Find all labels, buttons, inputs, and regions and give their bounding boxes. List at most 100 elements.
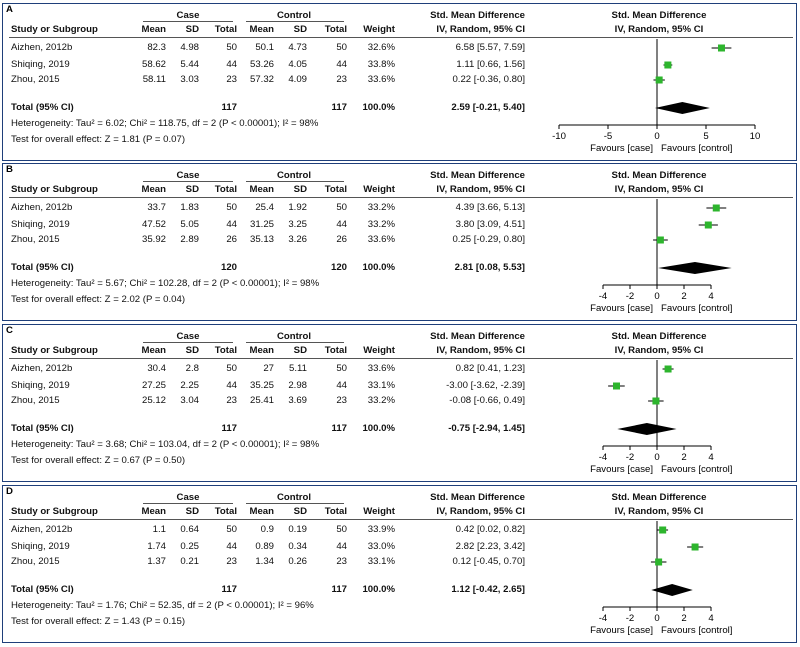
control-sd-cell: 4.73 [288, 42, 307, 53]
weight-cell: 33.8% [367, 59, 395, 70]
study-column-header: Study or Subgroup [11, 184, 98, 195]
case-sd-cell: 3.04 [180, 395, 199, 406]
study-name: Shiqing, 2019 [11, 380, 70, 391]
x-tick-label: 4 [708, 291, 714, 302]
total-label: Total (95% CI) [11, 423, 74, 434]
total-ci: 1.12 [-0.42, 2.65] [451, 584, 525, 595]
control-sd-cell: 4.05 [288, 59, 307, 70]
case-mean-cell: 1.1 [152, 524, 166, 535]
favours-control-label: Favours [control] [661, 464, 732, 475]
weight-cell: 33.1% [367, 380, 395, 391]
overall-effect-text: Test for overall effect: Z = 0.67 (P = 0… [11, 455, 186, 466]
control-mean-cell: 35.13 [249, 234, 274, 245]
total-control-total: 117 [331, 584, 347, 595]
panel-letter: A [6, 4, 13, 15]
x-tick-label: 0 [654, 131, 659, 142]
study-name: Zhou, 2015 [11, 74, 60, 85]
control-sd-header: SD [293, 24, 307, 35]
case-total-header: Total [214, 345, 237, 356]
plot-header-title: Std. Mean Difference [611, 331, 707, 342]
x-tick-label: 0 [654, 613, 659, 624]
case-total-header: Total [214, 24, 237, 35]
case-total-cell: 26 [226, 234, 237, 245]
weight-cell: 33.1% [367, 556, 395, 567]
total-case-total: 120 [220, 262, 237, 273]
study-point [613, 382, 620, 390]
study-point [656, 236, 664, 244]
control-mean-cell: 25.41 [249, 395, 274, 406]
header-rule [9, 197, 525, 198]
smd-ci-cell: 3.80 [3.09, 4.51] [455, 219, 525, 230]
x-tick-label: 0 [654, 291, 659, 302]
control-total-cell: 44 [336, 380, 347, 391]
smd-header-sub: IV, Random, 95% CI [436, 184, 525, 195]
header-rule [9, 37, 525, 38]
control-total-header: Total [324, 506, 347, 517]
smd-header-sub: IV, Random, 95% CI [436, 24, 525, 35]
control-mean-cell: 27 [263, 363, 274, 374]
x-tick-label: 10 [750, 131, 761, 142]
control-mean-cell: 50.1 [255, 42, 274, 53]
control-sd-header: SD [293, 506, 307, 517]
total-case-total: 117 [221, 423, 237, 434]
case-total-cell: 50 [226, 524, 237, 535]
x-tick-label: 2 [681, 291, 686, 302]
study-point [712, 204, 720, 212]
control-total-cell: 50 [336, 363, 347, 374]
control-mean-cell: 53.26 [249, 59, 274, 70]
study-name: Shiqing, 2019 [11, 219, 70, 230]
case-group-header: Case [176, 10, 200, 21]
study-name: Zhou, 2015 [11, 556, 60, 567]
plot-header-rule [525, 197, 793, 198]
smd-ci-cell: 0.22 [-0.36, 0.80] [452, 74, 525, 85]
case-total-cell: 50 [226, 202, 237, 213]
total-weight: 100.0% [362, 423, 395, 434]
weight-header: Weight [363, 184, 395, 195]
study-point [655, 558, 663, 566]
case-underline [143, 21, 233, 22]
case-mean-cell: 1.37 [147, 556, 166, 567]
case-mean-header: Mean [141, 506, 166, 517]
x-tick-label: -4 [599, 452, 608, 463]
control-sd-cell: 3.25 [288, 219, 307, 230]
case-mean-header: Mean [141, 345, 166, 356]
plot-header-sub: IV, Random, 95% CI [614, 345, 704, 356]
forest-plot-b: -4 -2 0 2 4 Favours [case] Favours [control] [590, 199, 732, 314]
case-total-cell: 44 [226, 541, 237, 552]
total-control-total: 117 [331, 102, 347, 113]
study-name: Zhou, 2015 [11, 395, 60, 406]
weight-cell: 33.6% [367, 363, 395, 374]
case-underline [143, 503, 233, 504]
total-weight: 100.0% [362, 102, 395, 113]
pooled-diamond [651, 584, 693, 596]
weight-cell: 33.0% [367, 541, 395, 552]
study-name: Aizhen, 2012b [11, 202, 73, 213]
smd-ci-cell: 6.58 [5.57, 7.59] [455, 42, 525, 53]
control-total-header: Total [324, 184, 347, 195]
x-tick-label: -10 [552, 131, 566, 142]
case-sd-cell: 2.8 [185, 363, 199, 374]
case-sd-cell: 3.03 [180, 74, 199, 85]
total-weight: 100.0% [362, 262, 395, 273]
total-label: Total (95% CI) [11, 262, 74, 273]
control-group-header: Control [276, 492, 312, 503]
case-total-cell: 23 [226, 556, 237, 567]
case-total-cell: 44 [226, 59, 237, 70]
case-total-cell: 23 [226, 74, 237, 85]
weight-header: Weight [363, 24, 395, 35]
case-sd-cell: 5.44 [180, 59, 199, 70]
study-name: Aizhen, 2012b [11, 42, 73, 53]
total-ci: -0.75 [-2.94, 1.45] [448, 423, 525, 434]
control-group-header: Control [276, 331, 312, 342]
study-name: Aizhen, 2012b [11, 363, 73, 374]
smd-ci-cell: -0.08 [-0.66, 0.49] [449, 395, 525, 406]
case-group-header: Case [176, 492, 200, 503]
case-sd-header: SD [185, 506, 199, 517]
case-mean-cell: 82.3 [147, 42, 166, 53]
study-name: Aizhen, 2012b [11, 524, 73, 535]
weight-cell: 33.6% [367, 234, 395, 245]
control-underline [246, 503, 344, 504]
smd-header-sub: IV, Random, 95% CI [436, 506, 525, 517]
plot-header-rule [525, 519, 793, 520]
case-group-header: Case [176, 331, 200, 342]
